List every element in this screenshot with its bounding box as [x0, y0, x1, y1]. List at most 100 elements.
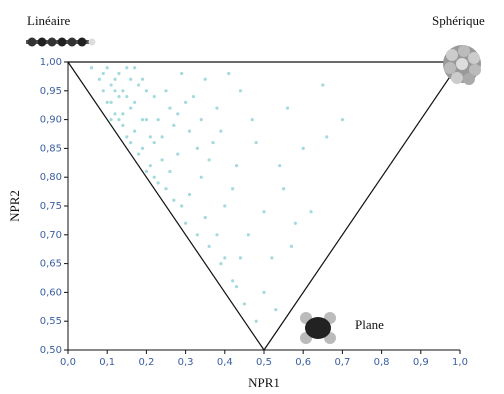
point: [117, 94, 121, 99]
point: [191, 94, 196, 99]
point: [148, 164, 152, 168]
point: [184, 221, 188, 225]
point: [156, 118, 160, 122]
x-tick-label: 0,2: [138, 357, 154, 368]
point: [187, 192, 192, 197]
point: [289, 244, 294, 248]
point: [238, 256, 243, 260]
x-tick-label: 0,1: [99, 357, 115, 368]
y-tick-label: 1,00: [40, 57, 62, 68]
point: [187, 129, 192, 133]
point: [121, 89, 125, 93]
y-tick-label: 0,55: [40, 316, 62, 327]
point: [262, 210, 266, 214]
y-tick-label: 0,60: [40, 287, 62, 298]
point: [140, 118, 145, 122]
point: [168, 169, 172, 174]
point: [144, 169, 148, 174]
point: [293, 221, 297, 225]
point: [129, 106, 133, 110]
point: [238, 89, 243, 93]
point: [278, 164, 282, 168]
x-tick-label: 0,0: [60, 357, 76, 368]
point: [219, 129, 223, 133]
spherical-molecule-icon: [443, 45, 481, 85]
point: [203, 215, 207, 220]
point: [121, 123, 125, 127]
y-tick-label: 0,50: [40, 345, 62, 356]
point: [219, 262, 223, 266]
point: [140, 146, 145, 150]
x-tick-label: 0,8: [374, 357, 390, 368]
point: [215, 233, 219, 237]
point: [113, 77, 117, 81]
y-axis-label: NPR2: [7, 190, 22, 222]
point: [125, 94, 129, 99]
y-tick-label: 0,70: [40, 230, 62, 241]
point: [152, 175, 156, 179]
point: [136, 83, 141, 87]
annotation: Plane: [355, 317, 384, 332]
point: [270, 256, 274, 260]
point: [109, 118, 113, 122]
point: [113, 89, 117, 93]
point: [117, 71, 121, 76]
point: [227, 71, 231, 76]
point: [250, 118, 254, 122]
y-tick-label: 0,85: [40, 143, 62, 154]
y-tick-label: 0,65: [40, 259, 62, 270]
point: [89, 66, 94, 70]
point: [234, 164, 239, 168]
point: [195, 146, 199, 150]
y-tick-label: 0,90: [40, 115, 62, 126]
point: [109, 100, 113, 104]
point: [180, 71, 184, 76]
point: [301, 146, 305, 150]
point: [199, 175, 203, 179]
point: [125, 135, 129, 139]
point: [101, 89, 105, 93]
point: [176, 152, 180, 156]
point: [125, 66, 129, 70]
point: [156, 181, 160, 185]
annotation: Sphérique: [432, 13, 485, 28]
point: [180, 204, 184, 208]
point: [207, 158, 211, 162]
point: [340, 118, 344, 122]
y-tick-label: 0,80: [40, 172, 62, 183]
point: [199, 118, 203, 122]
point: [105, 66, 109, 70]
linear-molecule-icon: [26, 37, 96, 47]
point: [105, 100, 109, 104]
x-tick-label: 1,0: [452, 357, 468, 368]
point: [215, 106, 219, 110]
point: [203, 77, 207, 81]
annotation: Linéaire: [27, 13, 71, 28]
point: [282, 187, 286, 191]
point: [133, 129, 137, 133]
point: [172, 123, 176, 127]
point: [176, 112, 180, 116]
point: [136, 152, 141, 156]
x-tick-label: 0,4: [217, 357, 233, 368]
point: [223, 256, 227, 260]
point: [152, 94, 156, 99]
point: [231, 279, 235, 283]
point: [160, 135, 164, 139]
point: [246, 233, 250, 237]
point: [144, 89, 148, 93]
x-tick-label: 0,3: [178, 357, 194, 368]
point: [195, 233, 199, 237]
point: [148, 135, 152, 139]
point: [144, 118, 148, 122]
point: [207, 244, 211, 248]
point: [234, 285, 239, 289]
point: [140, 77, 145, 81]
x-axis-label: NPR1: [248, 375, 280, 390]
point: [242, 302, 246, 306]
point: [113, 112, 117, 116]
x-tick-label: 0,6: [295, 357, 311, 368]
point: [172, 198, 176, 202]
x-tick-label: 0,9: [413, 357, 429, 368]
point: [129, 77, 133, 81]
